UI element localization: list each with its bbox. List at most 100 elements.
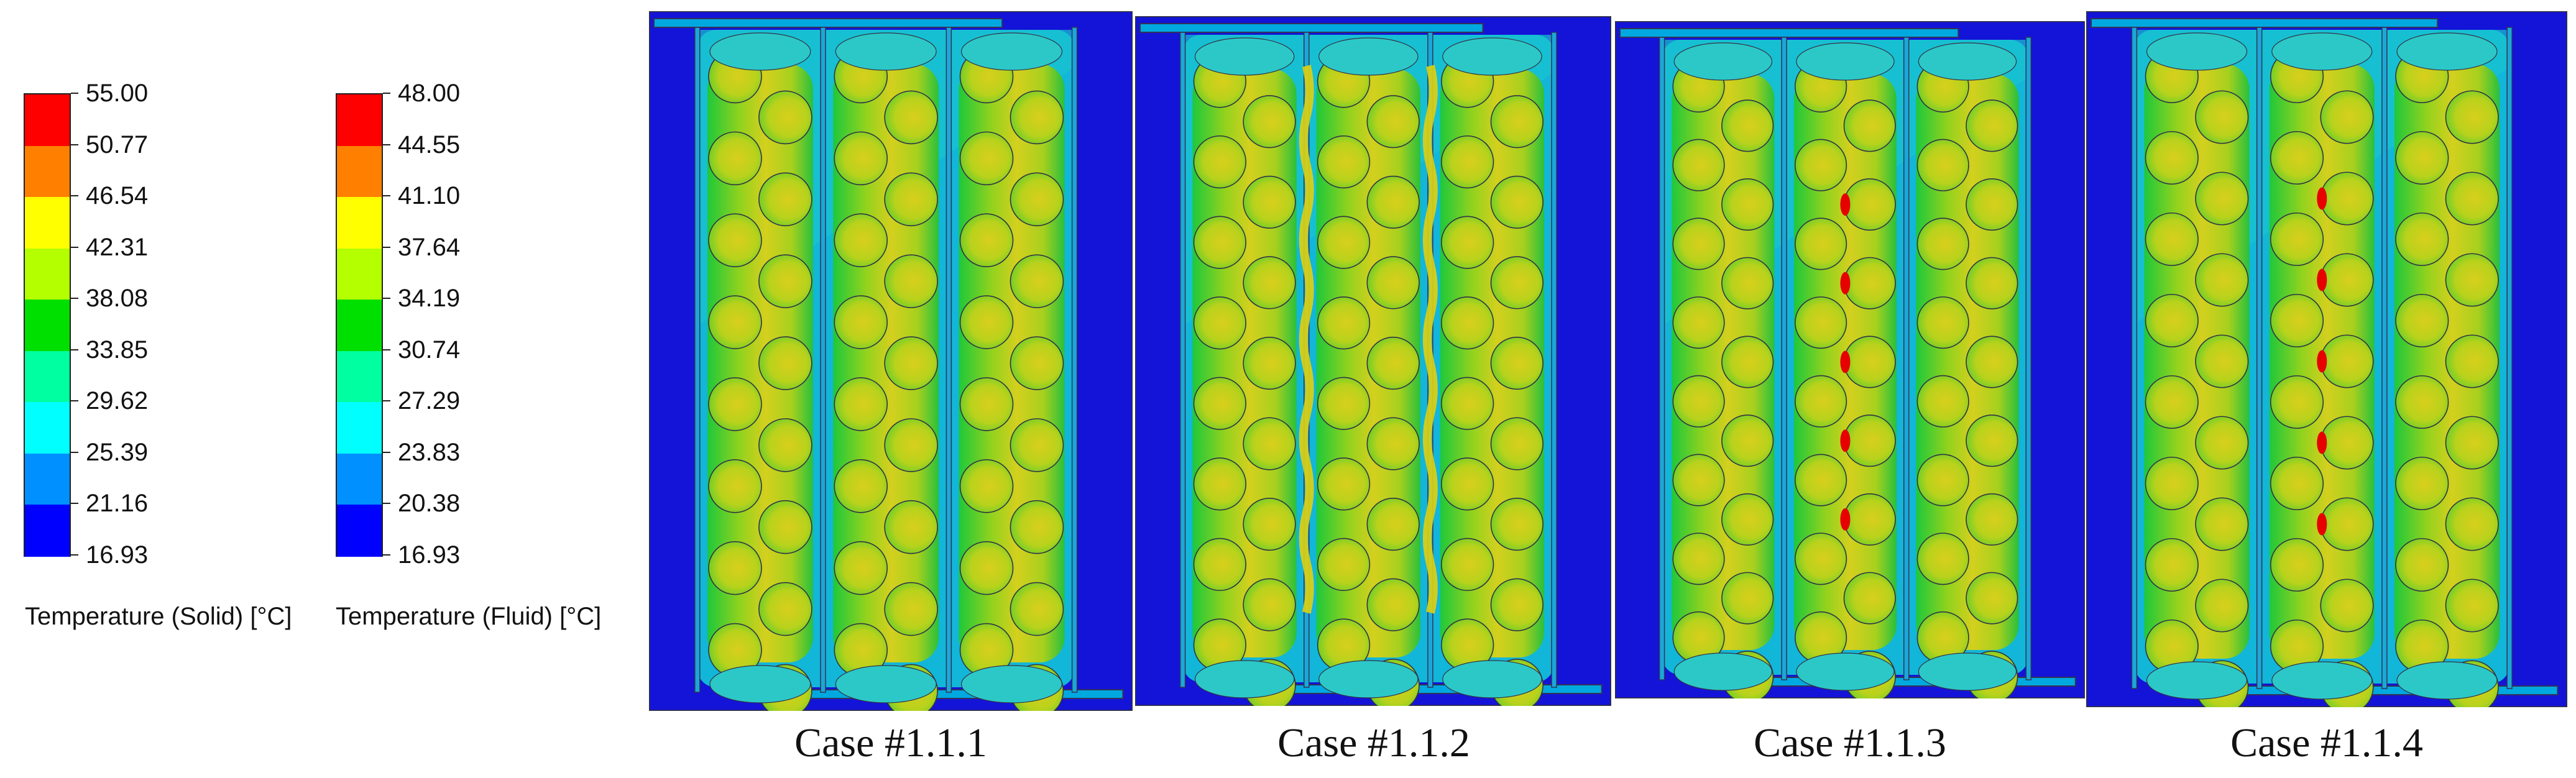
battery-cell: [959, 459, 1014, 513]
battery-cell: [2195, 90, 2249, 144]
battery-cell: [1243, 95, 1296, 149]
battery-cell: [2395, 293, 2449, 348]
battery-cell: [1010, 90, 1064, 145]
battery-cell: [2145, 293, 2199, 348]
battery-cell: [1795, 296, 1847, 349]
battery-cell: [708, 131, 762, 186]
battery-cell: [1966, 414, 2018, 467]
cell-cap-bottom: [2396, 661, 2498, 700]
hot-spot: [1840, 193, 1851, 216]
battery-cell: [2145, 212, 2199, 267]
battery-cell: [1010, 418, 1064, 472]
battery-cell: [2320, 253, 2374, 307]
cell-cap-top: [2271, 32, 2373, 71]
battery-cell: [2270, 538, 2324, 592]
battery-cell: [1843, 257, 1896, 309]
legend-tick-mark: [71, 195, 78, 196]
cell-cap-top: [835, 32, 937, 71]
battery-cell: [1721, 414, 1774, 467]
battery-cell: [2395, 456, 2449, 511]
battery-cell: [2195, 172, 2249, 226]
battery-cell: [1441, 377, 1494, 430]
battery-cell: [708, 377, 762, 431]
colorbar-segment: [25, 350, 70, 403]
battery-cell: [1366, 417, 1420, 470]
battery-cell: [758, 90, 812, 145]
battery-cell: [2195, 497, 2249, 551]
legend-tick-label: 48.00: [398, 80, 461, 107]
panel-case-3: [1615, 21, 2085, 698]
colorbar-fluid: [336, 93, 383, 557]
battery-cell: [1441, 216, 1494, 269]
battery-cell: [2145, 456, 2199, 511]
battery-cell: [1010, 336, 1064, 390]
battery-cell: [1441, 538, 1494, 592]
battery-cell: [758, 500, 812, 554]
channel-wall: [2381, 27, 2388, 689]
battery-cell: [2145, 375, 2199, 429]
battery-cell: [2320, 334, 2374, 388]
battery-cell: [1441, 296, 1494, 350]
caption-case-2: Case #1.1.2: [1277, 720, 1470, 766]
colorbar-segment: [337, 197, 382, 249]
battery-cell: [1490, 336, 1543, 390]
channel-wall: [945, 27, 952, 693]
channel-wall: [1551, 32, 1557, 688]
cell-cap-top: [709, 32, 811, 71]
legend-tick-mark: [71, 298, 78, 299]
cell-cap-bottom: [2271, 661, 2373, 700]
legend-tick-label: 16.93: [398, 541, 461, 569]
battery-cell: [708, 213, 762, 267]
battery-cell: [1966, 178, 2018, 231]
battery-cell: [1966, 493, 2018, 546]
battery-cell: [834, 459, 888, 513]
battery-cell: [1721, 572, 1774, 625]
battery-cell: [1490, 256, 1543, 309]
legend-tick-mark: [383, 298, 390, 299]
battery-cell: [2395, 375, 2449, 429]
battery-cell: [1795, 375, 1847, 428]
battery-cell: [1843, 99, 1896, 152]
battery-cell: [2445, 497, 2499, 551]
legend-tick-label: 20.38: [398, 490, 461, 517]
battery-cell: [1843, 336, 1896, 388]
legend-tick-label: 38.08: [86, 285, 149, 312]
battery-cell: [834, 377, 888, 431]
battery-cell: [1243, 175, 1296, 229]
cell-cap-bottom: [1918, 652, 2017, 691]
battery-cell: [2445, 90, 2499, 144]
battery-cell: [1672, 217, 1725, 270]
battery-cell: [1317, 377, 1371, 430]
legend-tick-mark: [71, 554, 78, 556]
legend-tick-label: 21.16: [86, 490, 149, 517]
channel-wall: [1903, 37, 1910, 680]
hot-spot: [2317, 350, 2327, 373]
legend-tick-mark: [383, 144, 390, 145]
battery-cell: [2145, 130, 2199, 185]
battery-cell: [2270, 375, 2324, 429]
battery-cell: [834, 131, 888, 186]
battery-cell: [1317, 135, 1371, 189]
battery-cell: [2270, 293, 2324, 348]
battery-cell: [1366, 578, 1420, 631]
battery-cell: [1193, 135, 1246, 189]
battery-cell: [2145, 538, 2199, 592]
battery-cell: [2320, 90, 2374, 144]
battery-cell: [2195, 579, 2249, 633]
battery-cell: [2320, 416, 2374, 470]
battery-cell: [1721, 336, 1774, 388]
battery-cell: [1366, 498, 1420, 551]
cell-cap-top: [2396, 32, 2498, 71]
battery-cell: [1795, 217, 1847, 270]
battery-cell: [1243, 336, 1296, 390]
battery-cell: [1966, 336, 2018, 388]
battery-cell: [708, 295, 762, 349]
legend-tick-mark: [71, 246, 78, 248]
battery-cell: [1317, 457, 1371, 511]
cell-cap-top: [1673, 42, 1773, 81]
cell-cap-bottom: [1442, 660, 1542, 698]
battery-cell: [2395, 212, 2449, 267]
battery-cell: [1193, 457, 1246, 511]
battery-cell: [1193, 377, 1246, 430]
battery-cell: [1366, 256, 1420, 309]
